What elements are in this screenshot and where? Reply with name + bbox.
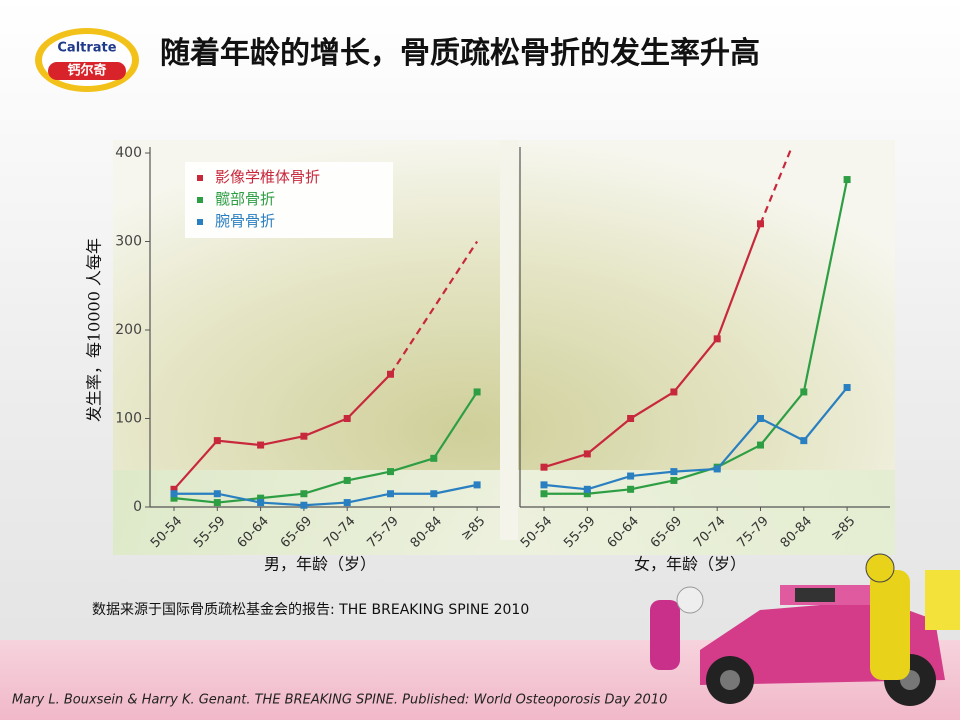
series-marker: [343, 415, 351, 422]
series-line: [173, 391, 479, 504]
series-marker: [540, 481, 548, 489]
series-marker: [583, 490, 591, 498]
y-tick-label: 400: [115, 145, 142, 161]
series-marker: [627, 472, 635, 480]
series-marker: [170, 494, 178, 502]
legend-label: 腕骨骨折: [215, 212, 275, 230]
series-marker: [627, 485, 635, 493]
logo-top: Caltrate: [57, 41, 116, 56]
series-marker: [583, 485, 591, 493]
series-marker: [343, 476, 351, 484]
y-axis-label: 发生率，每10000 人每年: [85, 238, 104, 422]
series-marker: [430, 454, 438, 462]
legend-label: 髋部骨折: [215, 190, 275, 208]
series-marker: [170, 485, 178, 493]
series-marker: [583, 450, 591, 458]
series-marker: [300, 490, 308, 498]
legend-box: [185, 162, 393, 238]
series-marker: [300, 432, 308, 440]
series-marker: [670, 476, 678, 484]
legend-label: 影像学椎体骨折: [215, 168, 320, 186]
series-line: [174, 483, 478, 507]
panel-gap: [500, 140, 518, 540]
series-marker: [213, 437, 221, 445]
series-marker: [473, 388, 481, 396]
series-marker: [757, 415, 764, 422]
illustration: [650, 553, 960, 706]
series-marker: [343, 499, 351, 507]
series-marker: [670, 388, 678, 396]
slide-title: 随着年龄的增长，骨质疏松骨折的发生率升高: [160, 36, 760, 71]
series-marker: [843, 384, 851, 392]
series-marker: [430, 490, 438, 498]
series-marker: [257, 499, 265, 507]
x-axis-label: 男，年龄（岁）: [264, 555, 376, 574]
series-marker: [757, 220, 764, 228]
series-marker: [387, 370, 394, 378]
series-marker: [473, 481, 481, 489]
series-marker: [713, 335, 721, 343]
series-marker: [387, 468, 394, 476]
series-marker: [757, 441, 764, 449]
y-tick-label: 0: [133, 499, 142, 515]
series-line: [544, 179, 849, 495]
plot-area: [540, 148, 851, 498]
series-line: [543, 386, 848, 491]
series-marker: [800, 437, 808, 445]
series-marker: [800, 388, 808, 396]
series-line: [173, 373, 392, 491]
logo: Caltrate 钙尔奇: [35, 28, 139, 92]
series-marker: [540, 490, 548, 498]
series-marker: [257, 494, 265, 502]
logo-bottom: 钙尔奇: [67, 63, 106, 79]
series-marker: [713, 465, 721, 473]
series-line-projected: [389, 240, 479, 375]
y-tick-label: 300: [115, 234, 142, 250]
series-marker: [257, 441, 265, 449]
series-marker: [540, 463, 548, 471]
legend-marker: [197, 175, 203, 181]
source-note: 数据来源于国际骨质疏松基金会的报告: THE BREAKING SPINE 20…: [92, 601, 529, 618]
series-marker: [843, 176, 851, 184]
series-marker: [213, 499, 221, 507]
series-marker: [213, 490, 221, 498]
series-marker: [627, 415, 635, 422]
x-axis-label: 女，年龄（岁）: [634, 555, 746, 574]
series-marker: [670, 468, 678, 476]
series-marker: [170, 490, 178, 498]
legend-marker: [197, 197, 203, 203]
y-tick-label: 100: [115, 411, 142, 427]
legend-marker: [197, 219, 203, 225]
series-marker: [300, 501, 308, 509]
series-line: [543, 223, 762, 469]
citation: Mary L. Bouxsein & Harry K. Genant. THE …: [12, 693, 667, 708]
series-marker: [387, 490, 394, 498]
y-tick-label: 200: [115, 322, 142, 338]
plot-area: [170, 240, 481, 509]
